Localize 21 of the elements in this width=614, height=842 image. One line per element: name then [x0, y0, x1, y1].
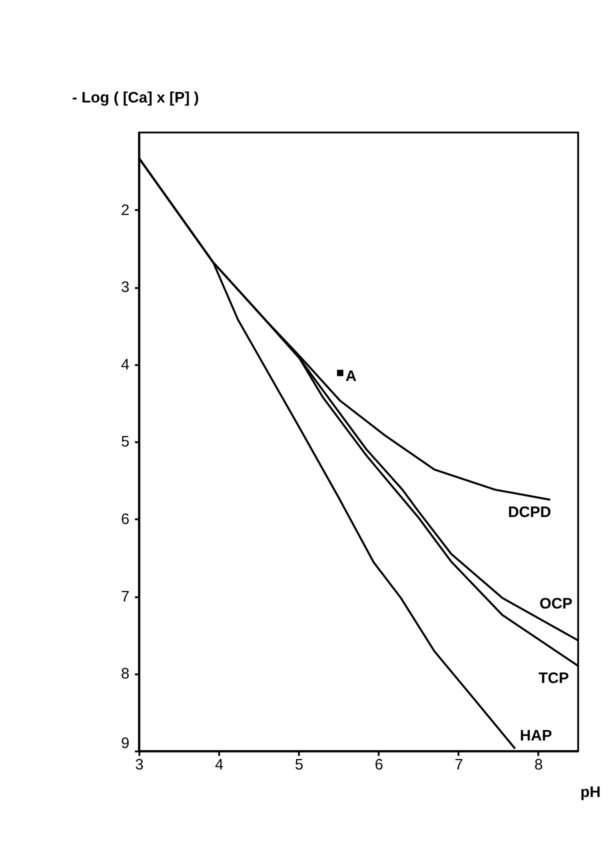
y-tick-label: 3	[121, 279, 130, 296]
y-tick-label: 4	[121, 356, 130, 374]
x-tick-label: 6	[374, 756, 384, 774]
series-label: OCP	[539, 595, 572, 612]
series-label: HAP	[520, 728, 552, 745]
y-tick-label: 6	[121, 510, 130, 528]
series-label: TCP	[538, 670, 569, 687]
y-axis-title: - Log ( [Ca] x [P] )	[72, 89, 199, 106]
y-tick-label: 8	[121, 666, 130, 683]
x-tick-label: 8	[534, 756, 543, 774]
y-tick-label: 7	[121, 588, 130, 606]
x-tick-label: 5	[294, 756, 304, 774]
x-tick-label: 3	[135, 756, 144, 774]
x-tick-label: 7	[454, 756, 464, 774]
y-tick-label: 5	[121, 434, 130, 451]
series-label: A	[346, 368, 357, 386]
x-tick-label: 4	[215, 756, 224, 774]
y-tick-label: 2	[121, 202, 130, 219]
x-axis-title: pH	[580, 784, 601, 802]
series-label: DCPD	[508, 504, 552, 521]
y-tick-label: 9	[121, 734, 130, 752]
